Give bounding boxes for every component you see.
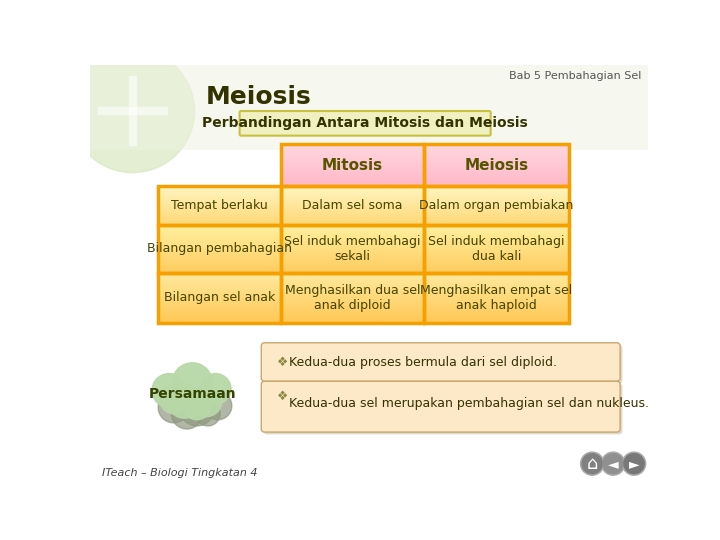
Text: Mitosis: Mitosis	[322, 158, 383, 173]
Circle shape	[180, 392, 214, 426]
FancyBboxPatch shape	[261, 343, 620, 381]
FancyBboxPatch shape	[264, 383, 622, 434]
Circle shape	[603, 454, 624, 474]
Circle shape	[152, 374, 186, 408]
Text: Sel induk membahagi
sekali: Sel induk membahagi sekali	[284, 235, 420, 263]
Circle shape	[624, 454, 644, 474]
Circle shape	[171, 398, 202, 429]
FancyBboxPatch shape	[264, 345, 622, 383]
Text: Kedua-dua sel merupakan pembahagian sel dan nukleus.: Kedua-dua sel merupakan pembahagian sel …	[289, 397, 649, 410]
Circle shape	[191, 386, 222, 417]
Text: ❖: ❖	[276, 390, 288, 403]
Circle shape	[168, 384, 202, 418]
Circle shape	[582, 454, 602, 474]
Circle shape	[622, 452, 646, 475]
Circle shape	[160, 386, 188, 414]
Text: Persamaan: Persamaan	[148, 387, 236, 401]
FancyBboxPatch shape	[240, 111, 490, 136]
Text: ⌂: ⌂	[587, 455, 598, 474]
Text: Sel induk membahagi
dua kali: Sel induk membahagi dua kali	[428, 235, 564, 263]
Circle shape	[183, 392, 211, 420]
Circle shape	[195, 401, 220, 426]
FancyBboxPatch shape	[90, 65, 648, 150]
FancyBboxPatch shape	[261, 381, 620, 432]
Text: Menghasilkan dua sel
anak diploid: Menghasilkan dua sel anak diploid	[284, 284, 420, 312]
Text: ❖: ❖	[276, 355, 288, 368]
Text: Bilangan pembahagian: Bilangan pembahagian	[147, 242, 292, 255]
Text: ◄: ◄	[608, 457, 618, 471]
Text: Kedua-dua proses bermula dari sel diploid.: Kedua-dua proses bermula dari sel diploi…	[289, 355, 557, 368]
Text: Bab 5 Pembahagian Sel: Bab 5 Pembahagian Sel	[510, 71, 642, 81]
Circle shape	[158, 392, 189, 423]
Circle shape	[200, 374, 231, 404]
Text: Meiosis: Meiosis	[464, 158, 528, 173]
Text: Perbandingan Antara Mitosis dan Meiosis: Perbandingan Antara Mitosis dan Meiosis	[202, 116, 528, 130]
Circle shape	[172, 363, 212, 403]
Text: Tempat berlaku: Tempat berlaku	[171, 199, 268, 212]
Text: ►: ►	[629, 457, 639, 471]
Text: Dalam organ pembiakan: Dalam organ pembiakan	[419, 199, 574, 212]
Circle shape	[204, 392, 232, 420]
Text: Dalam sel soma: Dalam sel soma	[302, 199, 402, 212]
Text: Menghasilkan empat sel
anak haploid: Menghasilkan empat sel anak haploid	[420, 284, 572, 312]
Circle shape	[601, 452, 625, 475]
Circle shape	[580, 452, 604, 475]
Text: ITeach – Biologi Tingkatan 4: ITeach – Biologi Tingkatan 4	[102, 468, 257, 478]
Circle shape	[71, 49, 194, 173]
Text: Bilangan sel anak: Bilangan sel anak	[164, 291, 275, 304]
Text: Meiosis: Meiosis	[206, 85, 312, 109]
